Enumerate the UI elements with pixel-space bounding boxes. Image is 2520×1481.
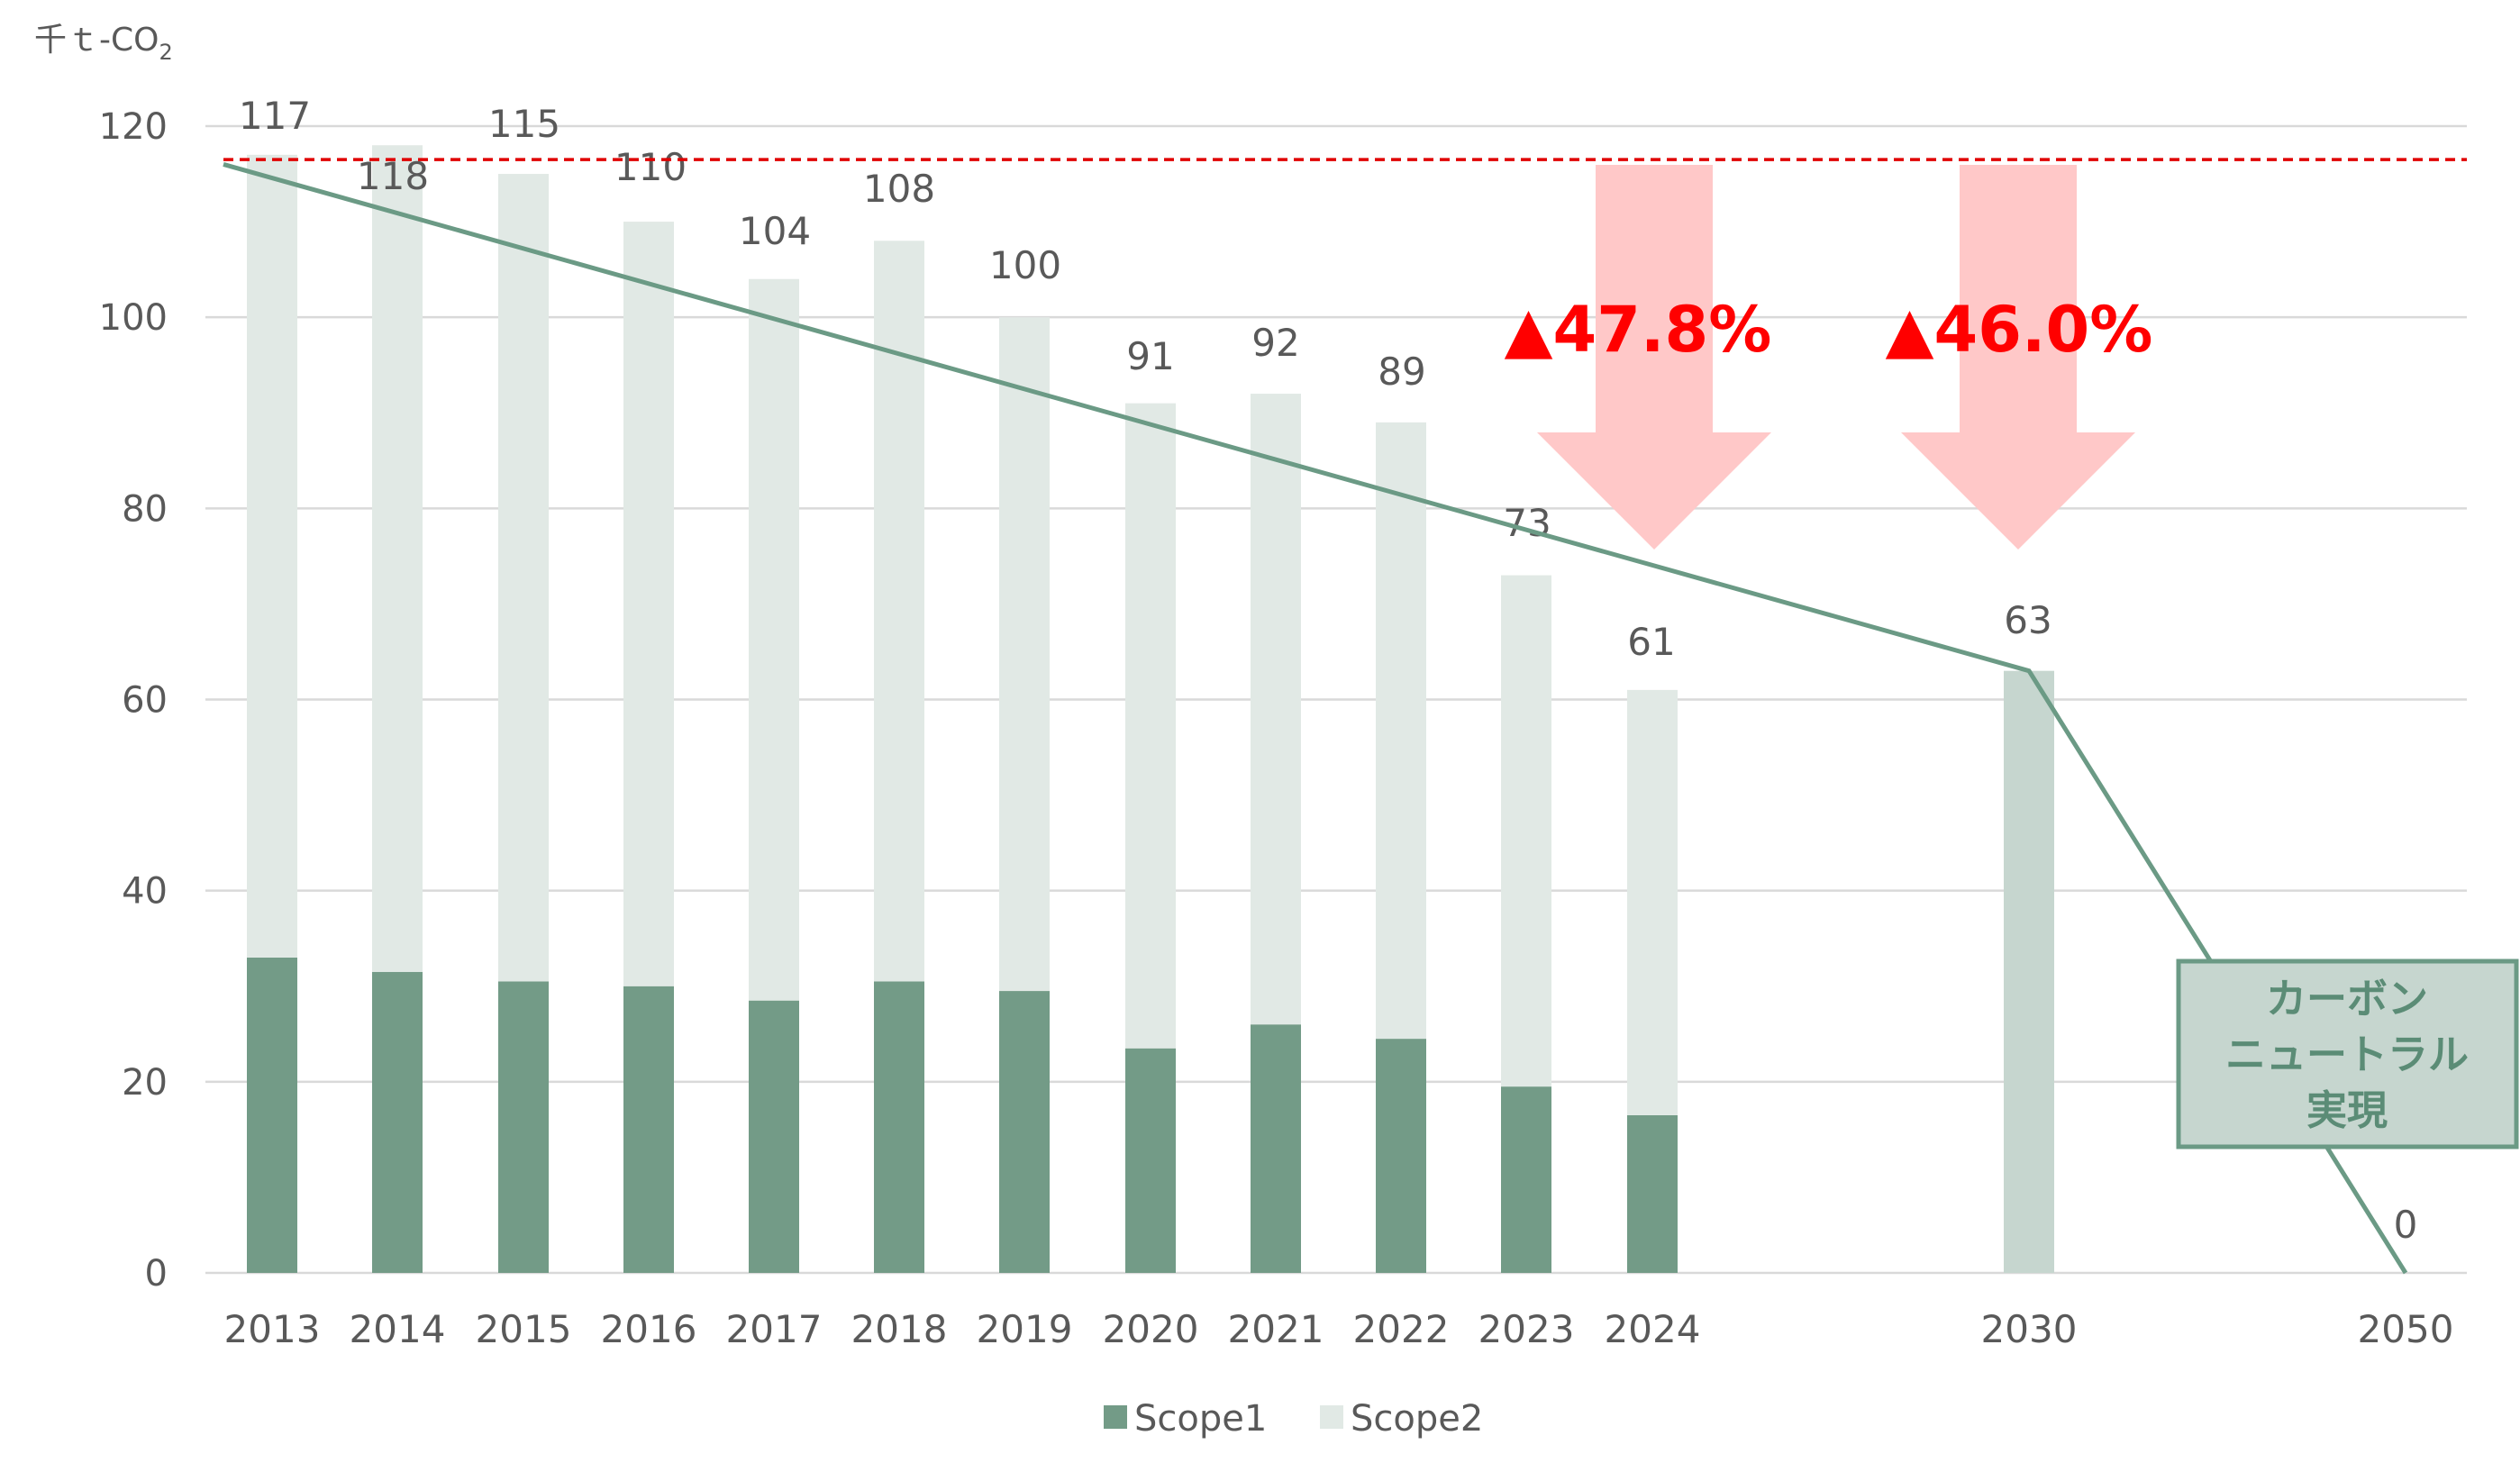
x-tick-2015: 2015	[476, 1307, 572, 1351]
bar-scope1-2019	[999, 991, 1050, 1273]
bar-scope1-2022	[1376, 1039, 1426, 1273]
data-label-2020: 91	[1126, 334, 1174, 378]
legend-label-scope2: Scope2	[1351, 1398, 1483, 1440]
bar-scope2-2014	[372, 145, 423, 972]
data-label-2021: 92	[1251, 321, 1299, 365]
legend-label-scope1: Scope1	[1134, 1398, 1267, 1440]
bar-scope1-2013	[247, 957, 297, 1273]
y-tick-100: 100	[99, 297, 168, 339]
reduction-arrows: ▲47.8% ▲46.0%	[1505, 165, 2153, 550]
x-tick-2050: 2050	[2358, 1307, 2454, 1351]
data-label-2014: 118	[357, 154, 429, 198]
bar-scope1-2023	[1501, 1086, 1551, 1273]
gridlines	[205, 124, 2467, 1275]
reduction-arrow-2024	[1537, 165, 1771, 550]
data-label-2019: 100	[989, 243, 1061, 287]
y-tick-20: 20	[122, 1062, 168, 1104]
bar-scope1-2016	[623, 986, 674, 1273]
x-tick-2013: 2013	[224, 1307, 321, 1351]
x-axis-ticks: 2013 2014 2015 2016 2017 2018 2019 2020 2021 2022…	[224, 1307, 2454, 1351]
bar-scope1-2024	[1627, 1114, 1678, 1273]
reduction-label-2024: ▲47.8%	[1505, 293, 1772, 367]
x-tick-2016: 2016	[601, 1307, 697, 1351]
bar-scope2-2020	[1125, 403, 1176, 1049]
data-label-2024: 61	[1627, 620, 1675, 664]
x-tick-2019: 2019	[977, 1307, 1073, 1351]
data-label-2017: 104	[739, 209, 811, 253]
x-tick-2018: 2018	[851, 1307, 948, 1351]
x-tick-2024: 2024	[1605, 1307, 1701, 1351]
legend: Scope1 Scope2	[1104, 1398, 1483, 1440]
legend-swatch-scope1	[1104, 1405, 1127, 1429]
bar-scope2-2013	[247, 154, 297, 958]
y-tick-0: 0	[145, 1253, 168, 1295]
data-label-2030: 63	[2004, 598, 2051, 642]
data-labels: 117 118 115 110 104 108 100 91 92 89 73 61 63 0	[239, 94, 2417, 1247]
x-tick-2014: 2014	[350, 1307, 446, 1351]
x-tick-2017: 2017	[726, 1307, 823, 1351]
y-tick-60: 60	[122, 680, 168, 722]
bar-scope2-2023	[1501, 575, 1551, 1087]
legend-swatch-scope2	[1320, 1405, 1343, 1429]
bar-scope2-2018	[874, 241, 924, 982]
x-tick-2020: 2020	[1103, 1307, 1199, 1351]
bar-scope2-2017	[749, 278, 799, 1001]
carbon-neutral-line-2: ニュートラル	[2225, 1031, 2469, 1078]
x-tick-2023: 2023	[1478, 1307, 1575, 1351]
y-tick-120: 120	[99, 106, 168, 148]
bar-scope2-2022	[1376, 422, 1426, 1040]
bar-target-2030	[2004, 670, 2054, 1273]
carbon-neutral-box	[2176, 959, 2519, 1149]
data-label-2022: 89	[1378, 350, 1425, 394]
data-label-2015: 115	[488, 102, 560, 146]
y-tick-40: 40	[122, 871, 168, 913]
y-tick-80: 80	[122, 488, 168, 530]
bar-scope1-2017	[749, 1000, 799, 1273]
bar-scope1-2021	[1251, 1024, 1301, 1273]
bar-scope2-2016	[623, 222, 674, 986]
bar-scope1-2015	[498, 981, 549, 1273]
data-label-2023: 73	[1503, 501, 1551, 545]
bar-scope1-2018	[874, 981, 924, 1273]
carbon-neutral-line-1: カーボン	[2266, 975, 2428, 1022]
x-tick-2021: 2021	[1228, 1307, 1324, 1351]
bar-scope2-2019	[999, 317, 1050, 992]
carbon-neutral-line-3: 実現	[2306, 1086, 2388, 1134]
reduction-arrow-2030	[1901, 165, 2135, 550]
bar-scope2-2021	[1251, 394, 1301, 1025]
data-label-2013: 117	[239, 94, 311, 138]
unit-label: 千ｔ-CO2	[34, 22, 173, 65]
data-label-2050: 0	[2394, 1203, 2418, 1247]
data-label-2016: 110	[614, 145, 687, 189]
x-tick-2022: 2022	[1353, 1307, 1450, 1351]
x-tick-2030: 2030	[1981, 1307, 2078, 1351]
bar-scope1-2014	[372, 971, 423, 1273]
reduction-label-2030: ▲46.0%	[1886, 293, 2153, 367]
bars	[247, 145, 2054, 1273]
y-axis-ticks: 0 20 40 60 80 100 120	[99, 106, 168, 1295]
data-label-2018: 108	[863, 167, 935, 211]
bar-scope1-2020	[1125, 1048, 1176, 1273]
bar-scope2-2015	[498, 174, 549, 982]
bar-scope2-2024	[1627, 689, 1678, 1115]
